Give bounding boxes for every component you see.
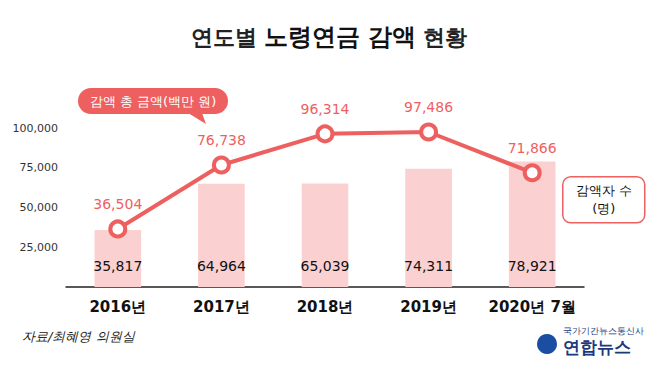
svg-text:96,314: 96,314: [301, 101, 350, 117]
svg-text:감액: 감액: [368, 23, 416, 51]
svg-text:74,311: 74,311: [404, 258, 453, 274]
svg-text:노령연금: 노령연금: [264, 23, 360, 51]
svg-text:자료/최혜영 의원실: 자료/최혜영 의원실: [22, 329, 136, 344]
svg-text:감액 총 금액(백만 원): 감액 총 금액(백만 원): [90, 94, 217, 109]
svg-text:국가기간뉴스통신사: 국가기간뉴스통신사: [563, 326, 644, 336]
svg-text:2020년 7월: 2020년 7월: [488, 298, 575, 316]
svg-text:64,964: 64,964: [197, 258, 246, 274]
svg-text:50,000: 50,000: [20, 201, 59, 214]
svg-text:2019년: 2019년: [400, 298, 457, 316]
svg-text:76,738: 76,738: [197, 132, 246, 148]
svg-text:2018년: 2018년: [297, 298, 354, 316]
svg-text:36,504: 36,504: [93, 196, 142, 212]
svg-text:100,000: 100,000: [13, 122, 59, 135]
svg-text:75,000: 75,000: [20, 161, 59, 174]
svg-text:78,921: 78,921: [508, 258, 557, 274]
svg-text:연도별: 연도별: [191, 25, 257, 50]
svg-text:2017년: 2017년: [193, 298, 250, 316]
svg-text:(명): (명): [592, 201, 615, 216]
svg-text:감액자 수: 감액자 수: [576, 183, 632, 198]
svg-text:35,817: 35,817: [93, 258, 142, 274]
svg-text:97,486: 97,486: [404, 99, 453, 115]
svg-text:65,039: 65,039: [301, 258, 350, 274]
svg-text:현황: 현황: [423, 25, 467, 50]
svg-text:71,866: 71,866: [508, 140, 557, 156]
svg-text:연합뉴스: 연합뉴스: [563, 337, 631, 357]
svg-text:2016년: 2016년: [89, 298, 146, 316]
svg-text:25,000: 25,000: [20, 241, 59, 254]
